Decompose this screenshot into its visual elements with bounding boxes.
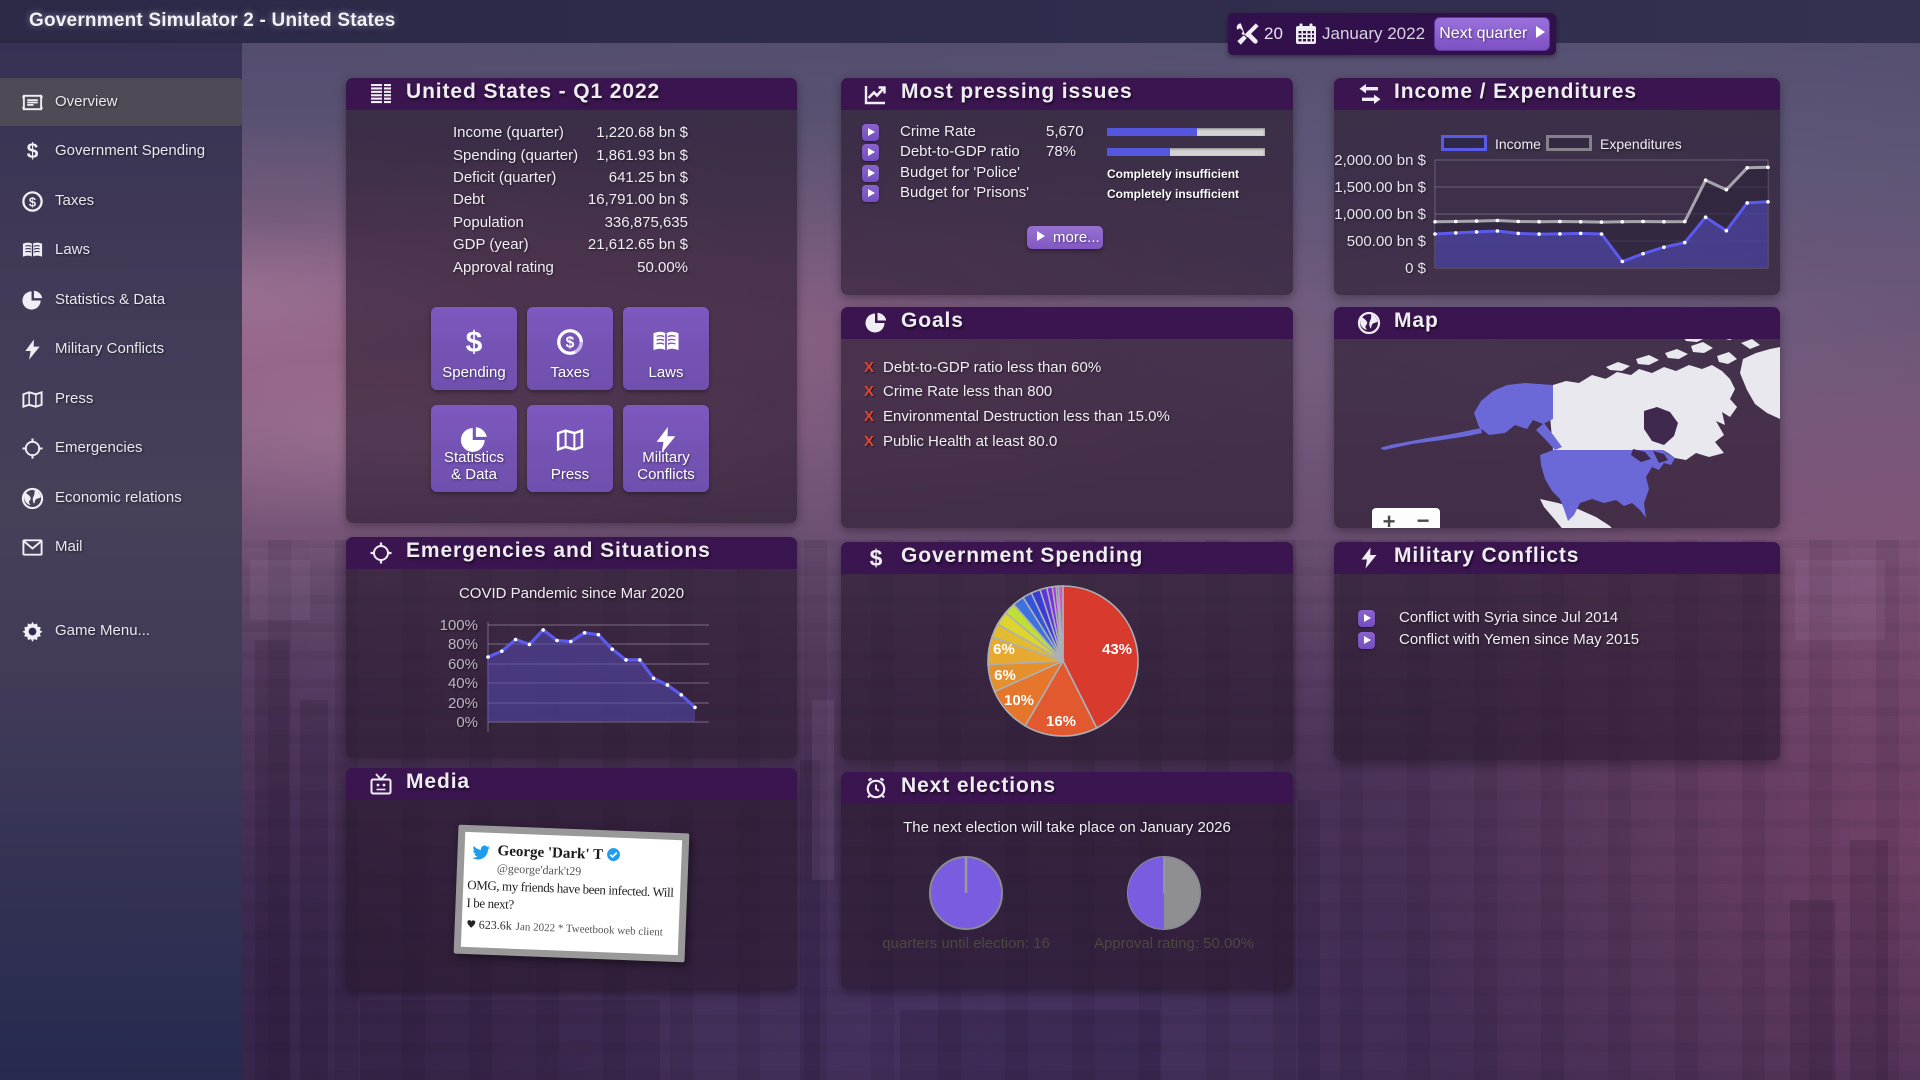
svg-text:10%: 10% — [1004, 692, 1034, 709]
svg-text:6%: 6% — [993, 641, 1015, 658]
svg-text:43%: 43% — [1102, 641, 1132, 658]
svg-text:$: $ — [27, 140, 39, 163]
svg-text:$: $ — [870, 546, 883, 570]
svg-text:$: $ — [566, 335, 575, 352]
svg-text:+: + — [1383, 509, 1396, 528]
svg-text:−: − — [1417, 508, 1430, 528]
svg-text:16%: 16% — [1046, 713, 1076, 730]
svg-text:$: $ — [466, 327, 483, 357]
svg-text:$: $ — [29, 194, 36, 209]
svg-text:6%: 6% — [994, 667, 1016, 684]
